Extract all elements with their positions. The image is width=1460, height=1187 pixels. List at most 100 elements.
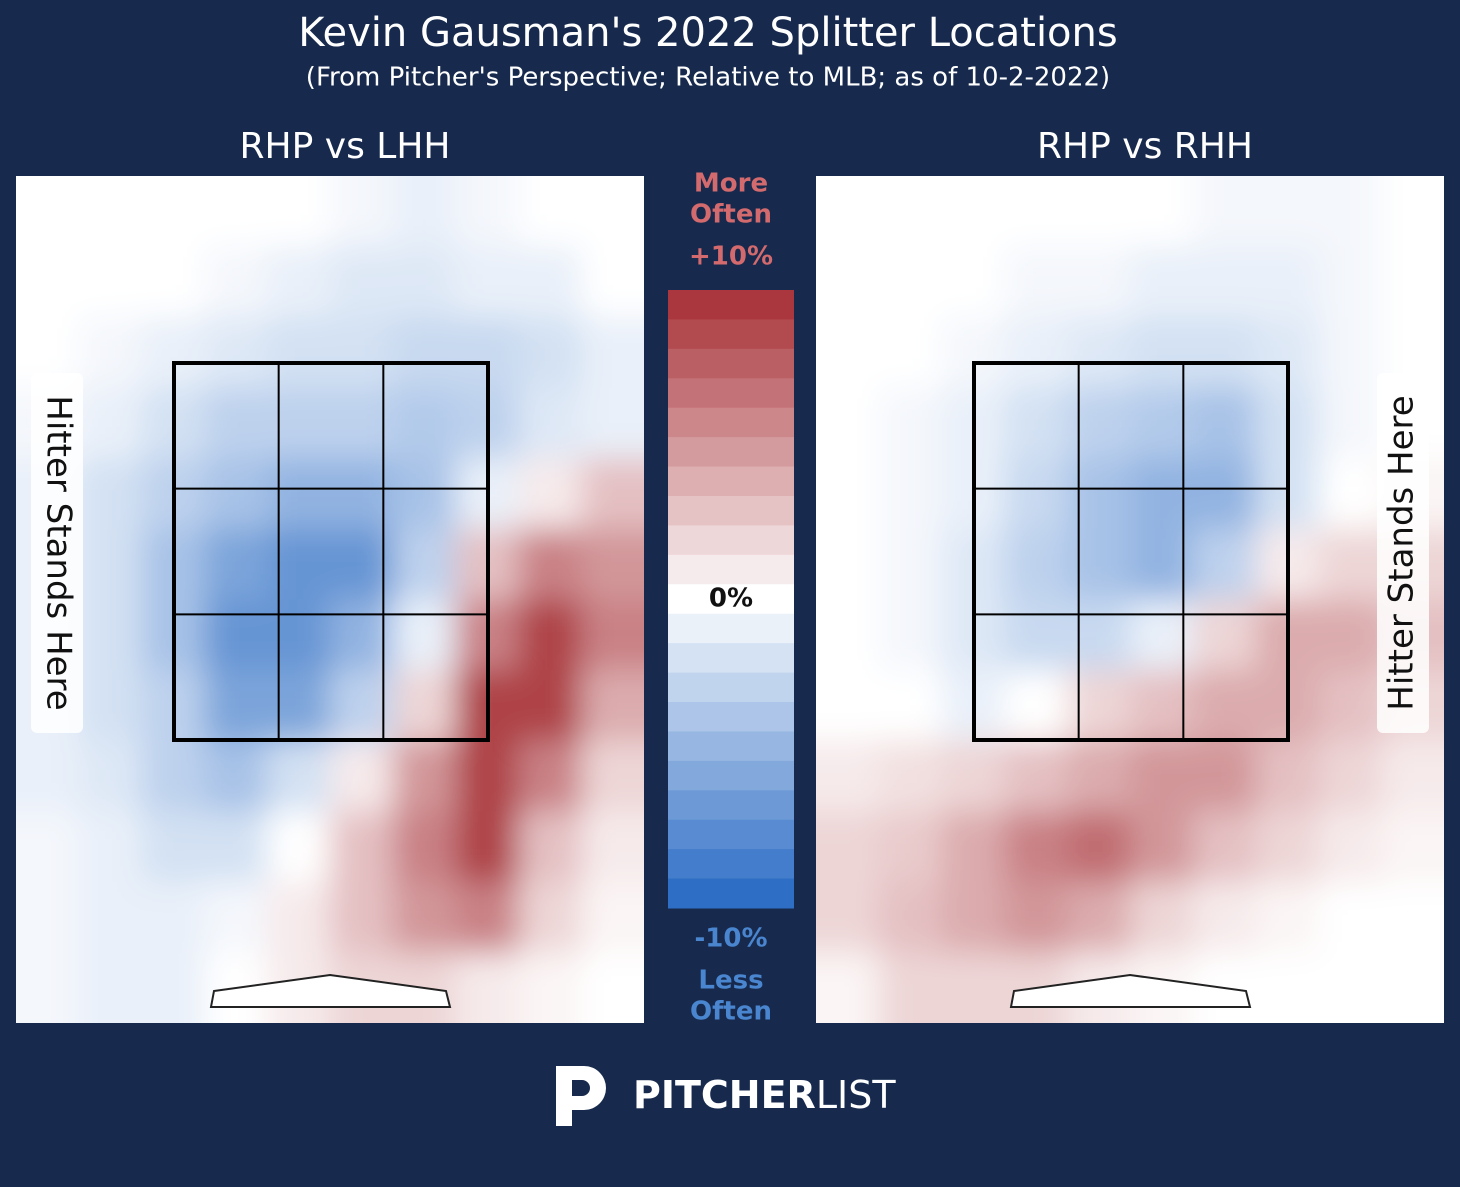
- colorbar-tick-label: 0%: [709, 584, 753, 614]
- title: Kevin Gausman's 2022 Splitter Locations: [298, 10, 1117, 56]
- heatmap-cell: [1318, 952, 1383, 1023]
- heatmap-cell: [878, 458, 943, 530]
- heatmap-cell: [204, 387, 269, 460]
- heatmap-clip: [816, 176, 1444, 1023]
- heatmap-cell: [1067, 811, 1131, 883]
- heatmap-cell: [267, 387, 331, 460]
- heatmap-cell: [1318, 246, 1383, 319]
- heatmap-cell: [878, 599, 943, 672]
- colorbar-tick-label: -10%: [694, 924, 767, 954]
- heatmap-cell: [78, 599, 143, 672]
- heatmap-cell: [204, 881, 269, 954]
- heatmap-cell: [392, 811, 457, 883]
- heatmap-cell: [518, 811, 583, 883]
- colorbar-band: [668, 584, 794, 615]
- panel-title: RHP vs LHH: [240, 126, 451, 167]
- heatmap-cell: [1255, 246, 1320, 319]
- heatmap-cell: [1192, 599, 1257, 672]
- annotation-box: [31, 373, 83, 733]
- heatmap-cell: [392, 670, 457, 742]
- colorbar-band: [668, 290, 794, 320]
- heatmap-cell: [267, 176, 331, 248]
- colorbar-band: [668, 407, 794, 438]
- heatmap-cell: [1381, 246, 1444, 319]
- logo-icon: [556, 1066, 606, 1126]
- heatmap-cell: [1067, 528, 1131, 601]
- heatmap-cell: [1004, 317, 1069, 389]
- colorbar-band: [668, 878, 794, 909]
- heatmap-cell: [1004, 952, 1069, 1023]
- heatmap-cell: [1255, 176, 1320, 248]
- heatmap-cell: [1381, 176, 1444, 248]
- heatmap-cell: [1192, 387, 1257, 460]
- heatmap-cell: [816, 881, 880, 954]
- heatmap-cell: [455, 811, 520, 883]
- heatmap-cell: [1004, 740, 1069, 813]
- heatmap-cell: [267, 811, 331, 883]
- heatmap-cell: [1192, 176, 1257, 248]
- heatmap-cell: [518, 246, 583, 319]
- colorbar-band: [668, 819, 794, 850]
- heatmap-cell: [267, 740, 331, 813]
- colorbar-bottom-label: Often: [690, 997, 772, 1027]
- heatmap-cell: [518, 740, 583, 813]
- heatmap-cell: [1004, 881, 1069, 954]
- heatmap-cell: [455, 881, 520, 954]
- heatmap-cell: [1004, 246, 1069, 319]
- heatmap-cell: [518, 176, 583, 248]
- heatmap-cell: [141, 246, 206, 319]
- heatmap-cell: [878, 881, 943, 954]
- heatmap-cell: [392, 881, 457, 954]
- heatmap-cell: [1067, 176, 1131, 248]
- heatmap-cell: [267, 599, 331, 672]
- annotation-box: [1377, 373, 1429, 733]
- home-plate: [209, 973, 452, 1008]
- heatmap-cell: [392, 317, 457, 389]
- heatmap-cell: [392, 246, 457, 319]
- heatmap-cell: [141, 811, 206, 883]
- heatmap-cell: [941, 811, 1006, 883]
- logo-text: PITCHERLIST: [633, 1073, 896, 1117]
- heatmap-cell: [1255, 740, 1320, 813]
- heatmap-cell: [878, 740, 943, 813]
- subtitle: (From Pitcher's Perspective; Relative to…: [306, 63, 1110, 93]
- heatmap-cell: [1192, 740, 1257, 813]
- heatmap-cell: [392, 176, 457, 248]
- heatmap-cell: [878, 670, 943, 742]
- heatmap-cell: [1004, 458, 1069, 530]
- heatmap-cell: [267, 458, 331, 530]
- colorbar-band: [668, 790, 794, 821]
- heatmap-cell: [204, 952, 269, 1023]
- heatmap-cell: [581, 528, 644, 601]
- heatmap-cell: [392, 458, 457, 530]
- heatmap-cell: [1381, 740, 1444, 813]
- heatmap-cell: [455, 246, 520, 319]
- heatmap-cell: [941, 881, 1006, 954]
- heatmap-cell: [1130, 246, 1194, 319]
- heatmap-cell: [1004, 528, 1069, 601]
- heatmap-cell: [330, 740, 394, 813]
- heatmap-cell: [1067, 881, 1131, 954]
- heatmap-cell: [581, 740, 644, 813]
- heatmap-cell: [204, 528, 269, 601]
- heatmap-cell: [330, 881, 394, 954]
- logo-light: LIST: [816, 1073, 896, 1117]
- heatmap-cell: [392, 387, 457, 460]
- heatmap-cell: [1130, 740, 1194, 813]
- heatmap-cell: [1067, 952, 1131, 1023]
- hitter-annotation: Hitter Stands Here: [39, 395, 79, 710]
- heatmap-cell: [816, 458, 880, 530]
- heatmap-cell: [1318, 599, 1383, 672]
- heatmap-cell: [816, 387, 880, 460]
- heatmap-cell: [581, 246, 644, 319]
- heatmap-cell: [878, 528, 943, 601]
- colorbar-band: [668, 348, 794, 379]
- heatmap-cell: [1318, 317, 1383, 389]
- heatmap-cell: [455, 952, 520, 1023]
- heatmap-cell: [1318, 458, 1383, 530]
- heatmap-cell: [816, 811, 880, 883]
- heatmap-cell: [204, 246, 269, 319]
- heatmap-cell: [1318, 176, 1383, 248]
- heatmap-cell: [1067, 317, 1131, 389]
- heatmap-cell: [78, 952, 143, 1023]
